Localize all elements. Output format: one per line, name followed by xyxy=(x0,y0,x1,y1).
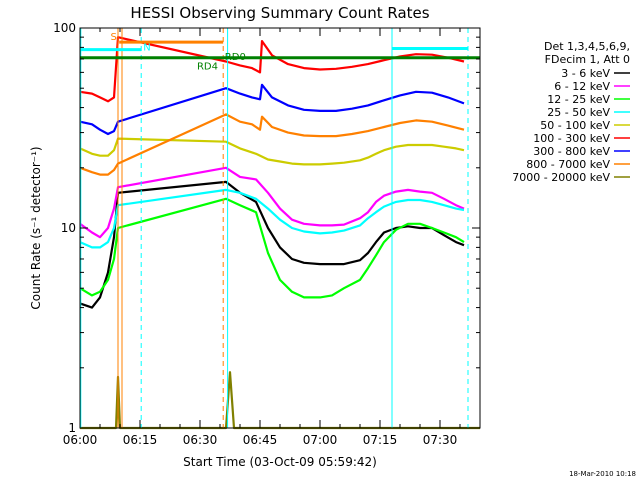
y-tick-label-1: 1 xyxy=(68,421,76,435)
plot-overlay-layer: S N RD4 RD0 xyxy=(80,28,480,428)
x-tick-label-06-45: 06:45 xyxy=(243,433,278,447)
series-6-12-kev xyxy=(79,166,465,239)
legend-label-300-800-kev: 300 - 800 keV xyxy=(533,145,610,158)
x-tick-label-06-30: 06:30 xyxy=(183,433,218,447)
x-axis-label: Start Time (03-Oct-09 05:59:42) xyxy=(183,455,377,469)
legend-header-line-2: FDecim 1, Att 0 xyxy=(545,53,630,66)
chart-title: HESSI Observing Summary Count Rates xyxy=(130,4,429,22)
y-axis-label: Count Rate (s⁻¹ detector⁻¹) xyxy=(29,146,43,309)
legend-label-12-25-kev: 12 - 25 keV xyxy=(547,93,610,106)
series-300-800-kev xyxy=(79,83,465,136)
x-axis: 06:00 06:15 06:30 06:45 07:00 07:15 07:30 xyxy=(63,28,481,447)
x-tick-label-07-15: 07:15 xyxy=(363,433,398,447)
legend-label-7000-20000-kev: 7000 - 20000 keV xyxy=(512,171,610,184)
y-tick-label-10: 10 xyxy=(61,221,76,235)
legend-label-100-300-kev: 100 - 300 keV xyxy=(533,132,610,145)
annotation-s: S xyxy=(110,32,116,43)
legend-label-6-12-kev: 6 - 12 keV xyxy=(554,80,610,93)
series-100-300-kev xyxy=(79,36,465,103)
annotation-n: N xyxy=(143,43,150,54)
series-800-7000-kev xyxy=(79,113,465,176)
legend-label-25-50-kev: 25 - 50 keV xyxy=(547,106,610,119)
series-12-25-kev xyxy=(79,197,465,299)
legend-label-800-7000-kev: 800 - 7000 keV xyxy=(526,158,610,171)
series-50-100-kev xyxy=(79,137,465,166)
y-tick-label-100: 100 xyxy=(53,21,76,35)
timestamp: 18-Mar-2010 10:18 xyxy=(569,470,636,478)
x-tick-label-07-30: 07:30 xyxy=(423,433,458,447)
x-tick-label-07-00: 07:00 xyxy=(303,433,338,447)
y-axis: 1 10 100 xyxy=(53,21,480,435)
x-tick-label-06-00: 06:00 xyxy=(63,433,98,447)
x-tick-label-06-15: 06:15 xyxy=(123,433,158,447)
annotation-rd4: RD4 xyxy=(197,62,218,73)
series-25-50-kev xyxy=(79,188,465,249)
legend-label-50-100-kev: 50 - 100 keV xyxy=(540,119,610,132)
legend-label-3-6-kev: 3 - 6 keV xyxy=(561,67,610,80)
legend-header-line-1: Det 1,3,4,5,6,9, xyxy=(544,40,630,53)
annotation-rd0: RD0 xyxy=(225,52,246,63)
legend: Det 1,3,4,5,6,9, FDecim 1, Att 0 3 - 6 k… xyxy=(512,40,630,184)
